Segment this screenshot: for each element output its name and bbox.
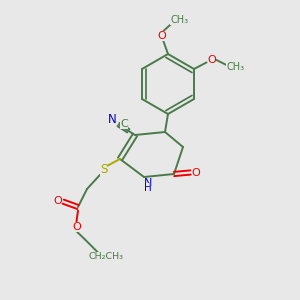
Text: O: O xyxy=(53,196,62,206)
Text: N: N xyxy=(107,112,116,126)
Text: O: O xyxy=(158,31,166,41)
Text: O: O xyxy=(191,167,200,178)
Text: O: O xyxy=(208,55,216,65)
Text: CH₃: CH₃ xyxy=(170,15,188,25)
Text: C: C xyxy=(120,119,128,129)
Text: S: S xyxy=(100,163,107,176)
Text: CH₂CH₃: CH₂CH₃ xyxy=(88,252,123,261)
Text: N: N xyxy=(143,178,152,188)
Text: CH₃: CH₃ xyxy=(226,62,244,73)
Text: O: O xyxy=(72,222,81,232)
Text: H: H xyxy=(144,183,152,194)
